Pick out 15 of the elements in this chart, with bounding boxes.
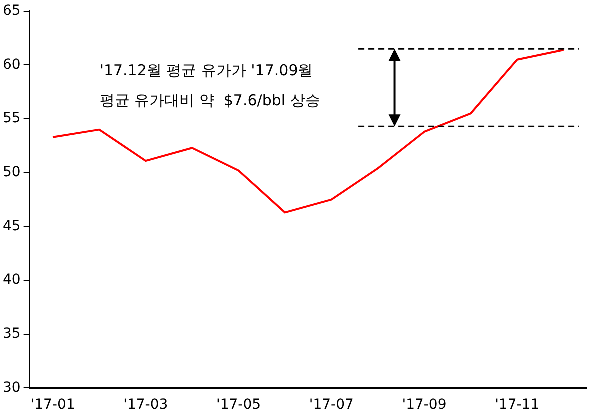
y-tick-label: 60: [2, 56, 21, 73]
x-tick-label: '17-01: [30, 397, 76, 414]
y-tick-label: 30: [2, 380, 21, 396]
y-tick-label: 55: [2, 110, 21, 127]
y-tick-label: 35: [2, 326, 21, 342]
y-tick-label: 40: [2, 272, 21, 288]
y-tick-label: 65: [2, 3, 21, 20]
x-tick-label: '17-11: [495, 397, 540, 414]
annotation: '17.12월 평균 유가가 '17.09월 평균 유가대비 약 $7.6/bbl 상승: [100, 61, 320, 110]
y-tick-label: 45: [2, 218, 21, 234]
x-tick-label: '17-07: [309, 397, 354, 414]
x-tick-label: '17-09: [402, 397, 447, 414]
x-tick-label: '17-05: [216, 397, 262, 414]
x-tick-label: '17-03: [124, 397, 168, 414]
y-tick-label: 50: [2, 164, 21, 181]
